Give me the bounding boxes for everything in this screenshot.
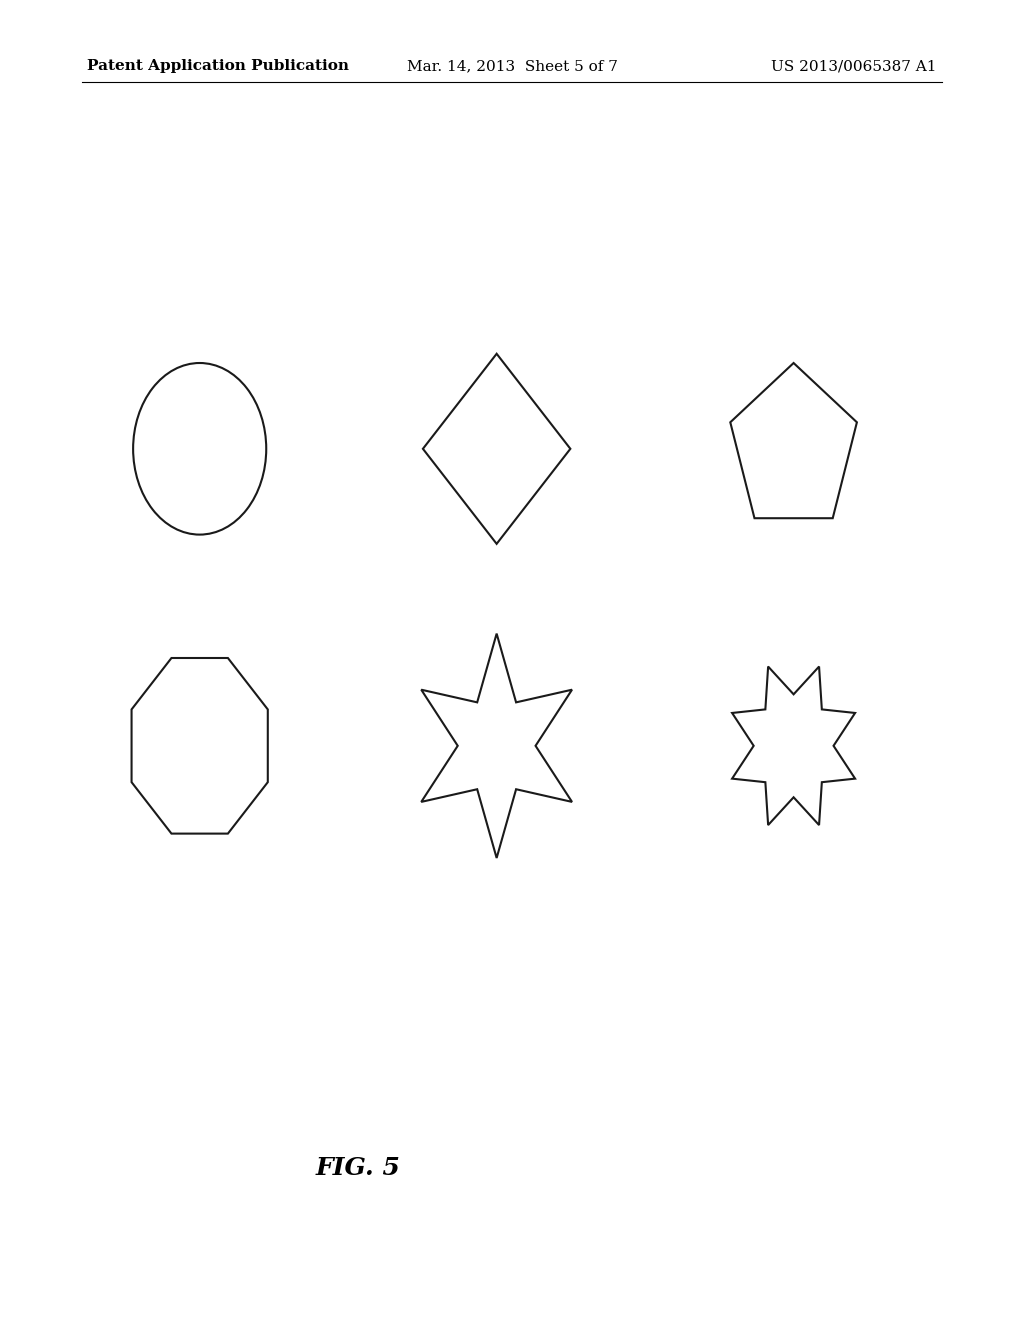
Text: FIG. 5: FIG. 5 — [316, 1156, 400, 1180]
Text: Patent Application Publication: Patent Application Publication — [87, 59, 349, 74]
Text: Mar. 14, 2013  Sheet 5 of 7: Mar. 14, 2013 Sheet 5 of 7 — [407, 59, 617, 74]
Text: US 2013/0065387 A1: US 2013/0065387 A1 — [771, 59, 937, 74]
